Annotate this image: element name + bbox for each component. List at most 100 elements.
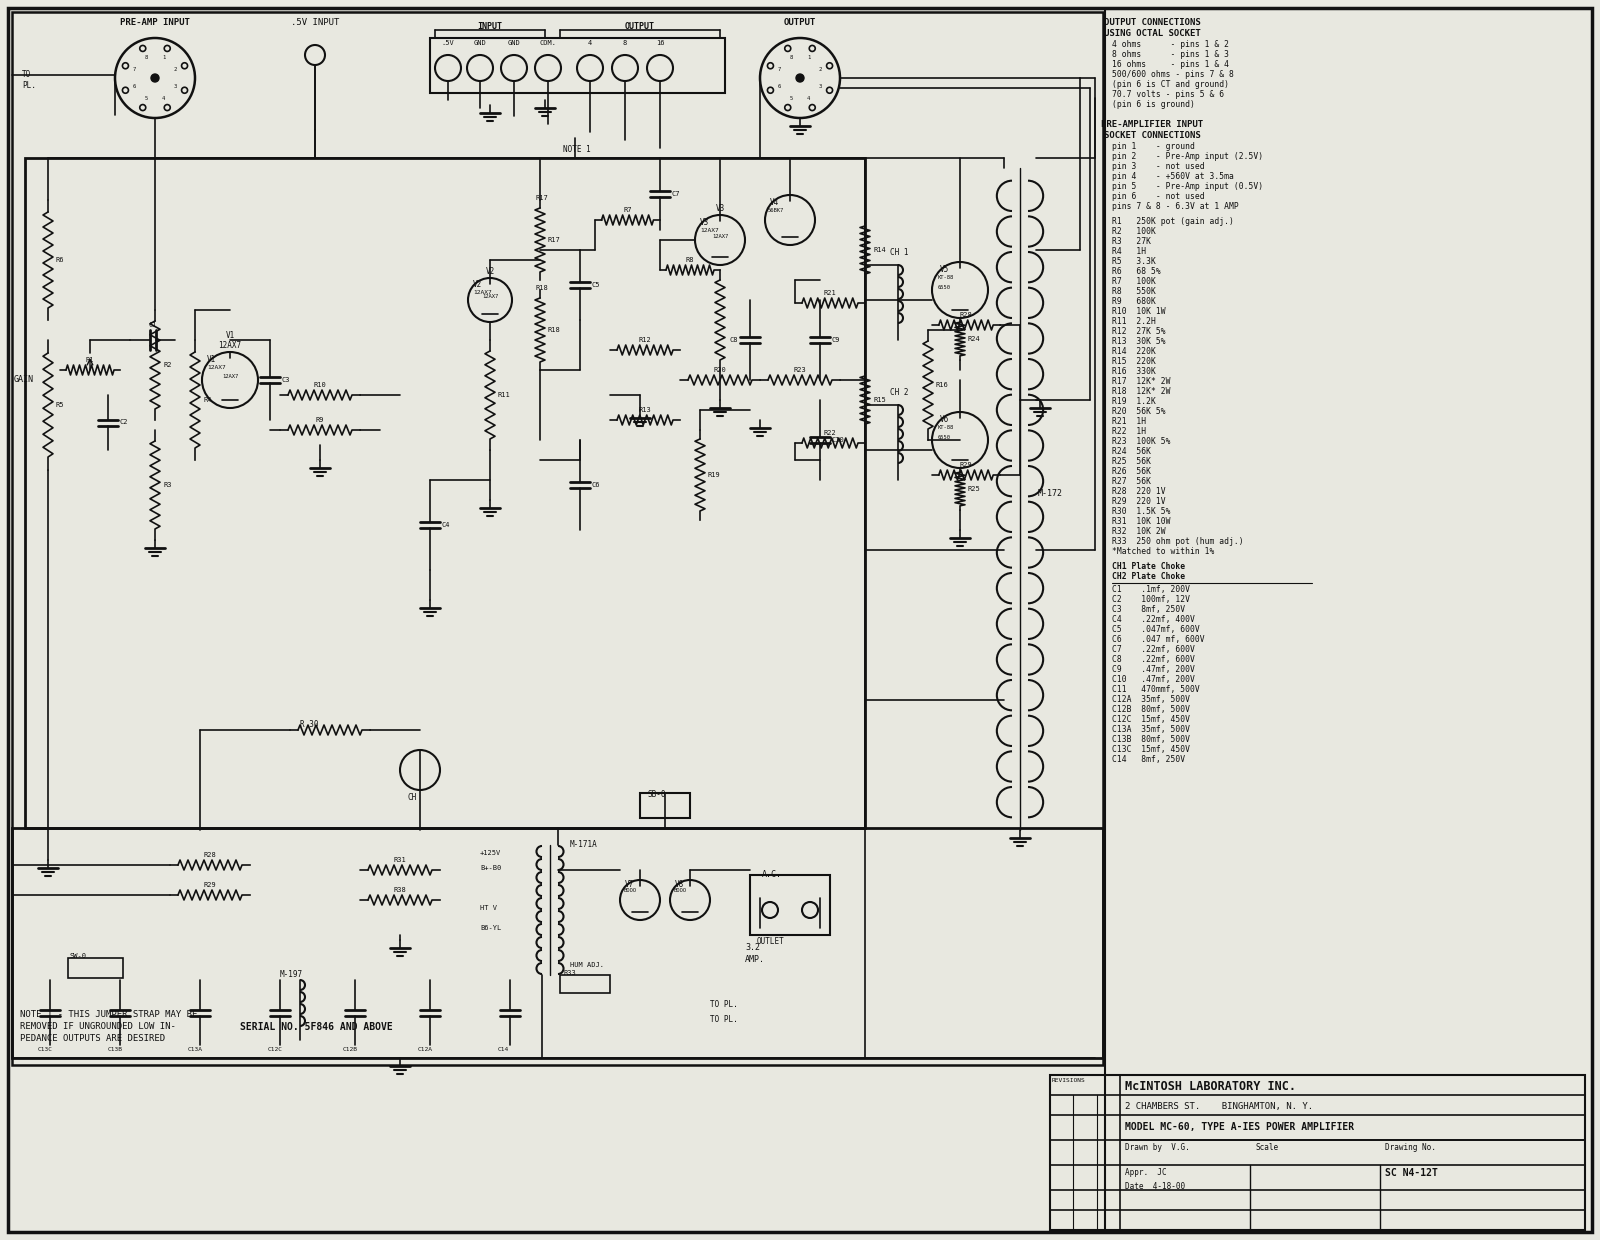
Text: R11: R11 bbox=[498, 392, 510, 398]
Text: R25  56K: R25 56K bbox=[1112, 458, 1150, 466]
Text: R1   250K pot (gain adj.): R1 250K pot (gain adj.) bbox=[1112, 217, 1234, 226]
Text: M-197: M-197 bbox=[280, 970, 302, 980]
Text: 2: 2 bbox=[819, 67, 822, 72]
Text: HUM ADJ.: HUM ADJ. bbox=[570, 962, 605, 968]
Text: 5: 5 bbox=[790, 95, 794, 100]
Text: R25: R25 bbox=[968, 486, 981, 492]
Text: R1: R1 bbox=[86, 357, 94, 363]
Text: 12AX7: 12AX7 bbox=[712, 233, 728, 238]
Text: SC N4-12T: SC N4-12T bbox=[1386, 1168, 1438, 1178]
Text: R23: R23 bbox=[794, 367, 806, 373]
Text: R15: R15 bbox=[874, 397, 886, 403]
Text: R 30: R 30 bbox=[301, 720, 318, 729]
Text: R12  27K 5%: R12 27K 5% bbox=[1112, 327, 1166, 336]
Text: C14   8mf, 250V: C14 8mf, 250V bbox=[1112, 755, 1186, 764]
Text: V1: V1 bbox=[206, 355, 216, 365]
Text: C2    100mf, 12V: C2 100mf, 12V bbox=[1112, 595, 1190, 604]
Text: C1: C1 bbox=[149, 322, 157, 329]
Text: 12AX7: 12AX7 bbox=[482, 294, 498, 299]
Text: pin 2    - Pre-Amp input (2.5V): pin 2 - Pre-Amp input (2.5V) bbox=[1112, 153, 1262, 161]
Text: R5: R5 bbox=[56, 402, 64, 408]
Text: R10  10K 1W: R10 10K 1W bbox=[1112, 308, 1166, 316]
Text: R9: R9 bbox=[315, 417, 325, 423]
Text: SERIAL NO. 5F846 AND ABOVE: SERIAL NO. 5F846 AND ABOVE bbox=[240, 1022, 392, 1032]
Text: V7: V7 bbox=[626, 880, 634, 889]
Text: R23  100K 5%: R23 100K 5% bbox=[1112, 436, 1171, 446]
Text: 4: 4 bbox=[587, 40, 592, 46]
Text: C7    .22mf, 600V: C7 .22mf, 600V bbox=[1112, 645, 1195, 653]
Text: R31  10K 10W: R31 10K 10W bbox=[1112, 517, 1171, 526]
Text: SW-0: SW-0 bbox=[70, 954, 86, 959]
Text: C13B: C13B bbox=[109, 1047, 123, 1052]
Text: OUTPUT: OUTPUT bbox=[784, 19, 816, 27]
Text: V4: V4 bbox=[770, 198, 779, 207]
Text: R8: R8 bbox=[686, 257, 694, 263]
Text: REMOVED IF UNGROUNDED LOW IN-: REMOVED IF UNGROUNDED LOW IN- bbox=[19, 1022, 176, 1030]
Text: B6-YL: B6-YL bbox=[480, 925, 501, 931]
Text: 16 ohms     - pins 1 & 4: 16 ohms - pins 1 & 4 bbox=[1112, 60, 1229, 69]
Text: 4 ohms      - pins 1 & 2: 4 ohms - pins 1 & 2 bbox=[1112, 40, 1229, 50]
Text: COM.: COM. bbox=[539, 40, 557, 46]
Text: C13C: C13C bbox=[38, 1047, 53, 1052]
Text: R4   1H: R4 1H bbox=[1112, 247, 1146, 255]
Text: R11  2.2H: R11 2.2H bbox=[1112, 317, 1155, 326]
Bar bbox=[640, 794, 690, 818]
Text: C3    8mf, 250V: C3 8mf, 250V bbox=[1112, 605, 1186, 614]
Text: 6550: 6550 bbox=[938, 435, 950, 440]
Text: REVISIONS: REVISIONS bbox=[1053, 1078, 1086, 1083]
Text: C13C  15mf, 450V: C13C 15mf, 450V bbox=[1112, 745, 1190, 754]
Text: USING OCTAL SOCKET: USING OCTAL SOCKET bbox=[1104, 29, 1200, 38]
Text: 2: 2 bbox=[174, 67, 178, 72]
Text: R18  12K* 2W: R18 12K* 2W bbox=[1112, 387, 1171, 396]
Text: Scale: Scale bbox=[1254, 1143, 1278, 1152]
Text: pin 4    - +560V at 3.5ma: pin 4 - +560V at 3.5ma bbox=[1112, 172, 1234, 181]
Text: C8    .22mf, 600V: C8 .22mf, 600V bbox=[1112, 655, 1195, 663]
Text: .5V: .5V bbox=[442, 40, 454, 46]
Text: C10: C10 bbox=[832, 436, 845, 443]
Text: HT V: HT V bbox=[480, 905, 498, 911]
Text: NOTE 1: NOTE 1 bbox=[563, 145, 590, 154]
Text: C12B  80mf, 500V: C12B 80mf, 500V bbox=[1112, 706, 1190, 714]
Text: R13: R13 bbox=[638, 407, 651, 413]
Text: C13B  80mf, 500V: C13B 80mf, 500V bbox=[1112, 735, 1190, 744]
Text: B+-B0: B+-B0 bbox=[480, 866, 501, 870]
Text: .5V INPUT: .5V INPUT bbox=[291, 19, 339, 27]
Text: Drawing No.: Drawing No. bbox=[1386, 1143, 1435, 1152]
Text: C13A: C13A bbox=[189, 1047, 203, 1052]
Text: C12A  35mf, 500V: C12A 35mf, 500V bbox=[1112, 694, 1190, 704]
Text: M-172: M-172 bbox=[1038, 489, 1062, 498]
Text: R15  220K: R15 220K bbox=[1112, 357, 1155, 366]
Text: 12AX7: 12AX7 bbox=[222, 373, 238, 378]
Text: C3: C3 bbox=[282, 377, 291, 383]
Text: C8: C8 bbox=[730, 337, 738, 343]
Text: 8: 8 bbox=[790, 55, 794, 61]
Text: R7: R7 bbox=[624, 207, 632, 213]
Text: C11   470mmf, 500V: C11 470mmf, 500V bbox=[1112, 684, 1200, 694]
Text: R2: R2 bbox=[163, 362, 171, 368]
Bar bbox=[750, 875, 830, 935]
Text: C12C: C12C bbox=[269, 1047, 283, 1052]
Text: C9    .47mf, 200V: C9 .47mf, 200V bbox=[1112, 665, 1195, 675]
Text: 8: 8 bbox=[622, 40, 627, 46]
Text: 56BK7: 56BK7 bbox=[768, 208, 784, 213]
Text: R29  220 1V: R29 220 1V bbox=[1112, 497, 1166, 506]
Text: PRE-AMP INPUT: PRE-AMP INPUT bbox=[120, 19, 190, 27]
Text: BOOO: BOOO bbox=[622, 888, 637, 893]
Text: R28: R28 bbox=[960, 312, 973, 317]
Text: pin 1    - ground: pin 1 - ground bbox=[1112, 143, 1195, 151]
Text: 8: 8 bbox=[146, 55, 149, 61]
Text: KT-88: KT-88 bbox=[938, 425, 954, 430]
Text: R32  10K 2W: R32 10K 2W bbox=[1112, 527, 1166, 536]
Text: PEDANCE OUTPUTS ARE DESIRED: PEDANCE OUTPUTS ARE DESIRED bbox=[19, 1034, 165, 1043]
Circle shape bbox=[150, 74, 158, 82]
Text: 12AX7: 12AX7 bbox=[206, 365, 226, 370]
Text: R17: R17 bbox=[534, 195, 547, 201]
Text: R19  1.2K: R19 1.2K bbox=[1112, 397, 1155, 405]
Text: V3: V3 bbox=[701, 218, 709, 227]
Text: *Matched to within 1%: *Matched to within 1% bbox=[1112, 547, 1214, 556]
Text: A.C.: A.C. bbox=[762, 870, 782, 879]
Text: 1: 1 bbox=[162, 55, 165, 61]
Text: pin 5    - Pre-Amp input (0.5V): pin 5 - Pre-Amp input (0.5V) bbox=[1112, 182, 1262, 191]
Text: OUTPUT CONNECTIONS: OUTPUT CONNECTIONS bbox=[1104, 19, 1200, 27]
Text: CH: CH bbox=[406, 794, 416, 802]
